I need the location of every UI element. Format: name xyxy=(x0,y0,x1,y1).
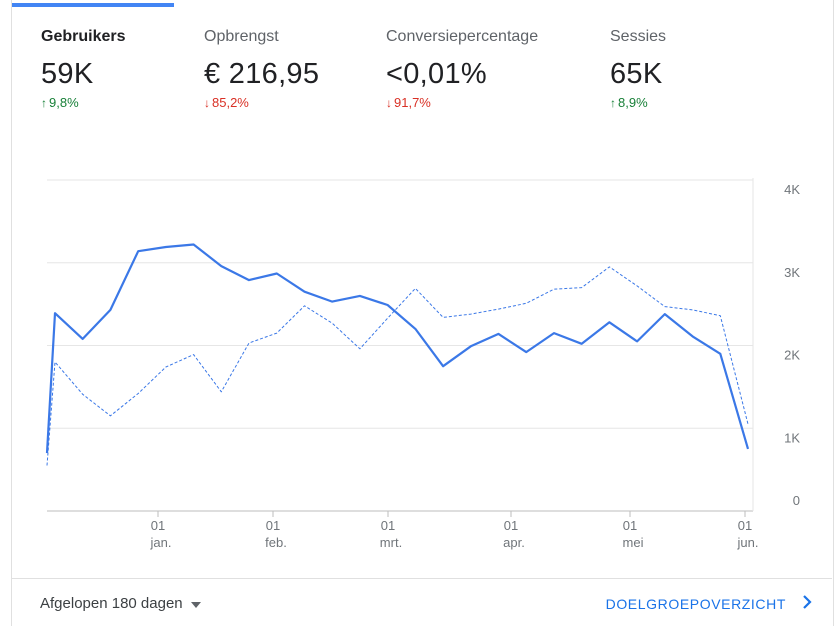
x-tick-day: 01 xyxy=(623,518,637,533)
metric-value: 59K xyxy=(41,58,94,90)
arrow-up-icon: ↑ xyxy=(610,95,616,110)
x-tick-month: mrt. xyxy=(380,535,402,550)
caret-down-icon xyxy=(190,601,201,608)
y-tick-label: 2K xyxy=(784,348,800,363)
line-chart: 0 1K 2K 3K 4K 01 jan. 01 feb. 01 mrt. 01 apr. 01 mei 01… xyxy=(45,178,800,550)
metric-change: ↑ 9,8% xyxy=(41,95,125,110)
arrow-up-icon: ↑ xyxy=(41,95,47,110)
metric-label: Opbrengst xyxy=(204,28,279,45)
y-tick-label: 1K xyxy=(784,430,800,445)
x-tick-month: mei xyxy=(623,535,644,550)
x-tick-month: jun. xyxy=(737,535,759,550)
period-label: Afgelopen 180 dagen xyxy=(40,595,183,612)
metric-change: ↑ 8,9% xyxy=(610,95,666,110)
overview-card xyxy=(11,0,834,626)
y-tick-label: 0 xyxy=(793,493,800,508)
metric-label: Gebruikers xyxy=(41,28,126,45)
overview-link-label: DOELGROEPOVERZICHT xyxy=(605,595,786,612)
x-tick-month: feb. xyxy=(265,535,287,550)
metric-value: 65K xyxy=(610,58,663,90)
metric-tab-revenue[interactable]: Opbrengst € 216,95 ↓ 85,2% xyxy=(204,28,319,110)
metric-tab-conversion-rate[interactable]: Conversiepercentage <0,01% ↓ 91,7% xyxy=(386,28,538,110)
arrow-down-icon: ↓ xyxy=(386,95,392,110)
period-dropdown[interactable]: Afgelopen 180 dagen xyxy=(40,595,201,612)
change-value: 85,2% xyxy=(212,95,249,110)
metric-tab-sessions[interactable]: Sessies 65K ↑ 8,9% xyxy=(610,28,666,110)
change-value: 91,7% xyxy=(394,95,431,110)
primary-series-line xyxy=(45,243,750,454)
card-footer: Afgelopen 180 dagen DOELGROEPOVERZICHT xyxy=(11,578,832,627)
y-tick-label: 3K xyxy=(784,265,800,280)
chevron-right-icon xyxy=(802,595,812,612)
metric-value: € 216,95 xyxy=(204,58,320,90)
x-tick-day: 01 xyxy=(504,518,518,533)
audience-overview-link[interactable]: DOELGROEPOVERZICHT xyxy=(606,595,812,612)
x-tick-month: jan. xyxy=(150,535,172,550)
change-value: 8,9% xyxy=(618,95,648,110)
metric-change: ↓ 91,7% xyxy=(386,95,538,110)
metric-label: Conversiepercentage xyxy=(386,28,539,45)
x-tick-month: apr. xyxy=(503,535,525,550)
change-value: 9,8% xyxy=(49,95,79,110)
x-tick-day: 01 xyxy=(151,518,165,533)
x-tick-day: 01 xyxy=(738,518,752,533)
comparison-series-line xyxy=(46,266,749,466)
metric-tab-users[interactable]: Gebruikers 59K ↑ 9,8% xyxy=(41,28,125,110)
metric-value: <0,01% xyxy=(386,58,487,90)
x-tick-day: 01 xyxy=(381,518,395,533)
y-tick-label: 4K xyxy=(784,182,800,197)
arrow-down-icon: ↓ xyxy=(204,95,210,110)
active-tab-indicator xyxy=(12,3,174,7)
metric-label: Sessies xyxy=(610,28,667,45)
metric-change: ↓ 85,2% xyxy=(204,95,319,110)
x-tick-day: 01 xyxy=(266,518,280,533)
